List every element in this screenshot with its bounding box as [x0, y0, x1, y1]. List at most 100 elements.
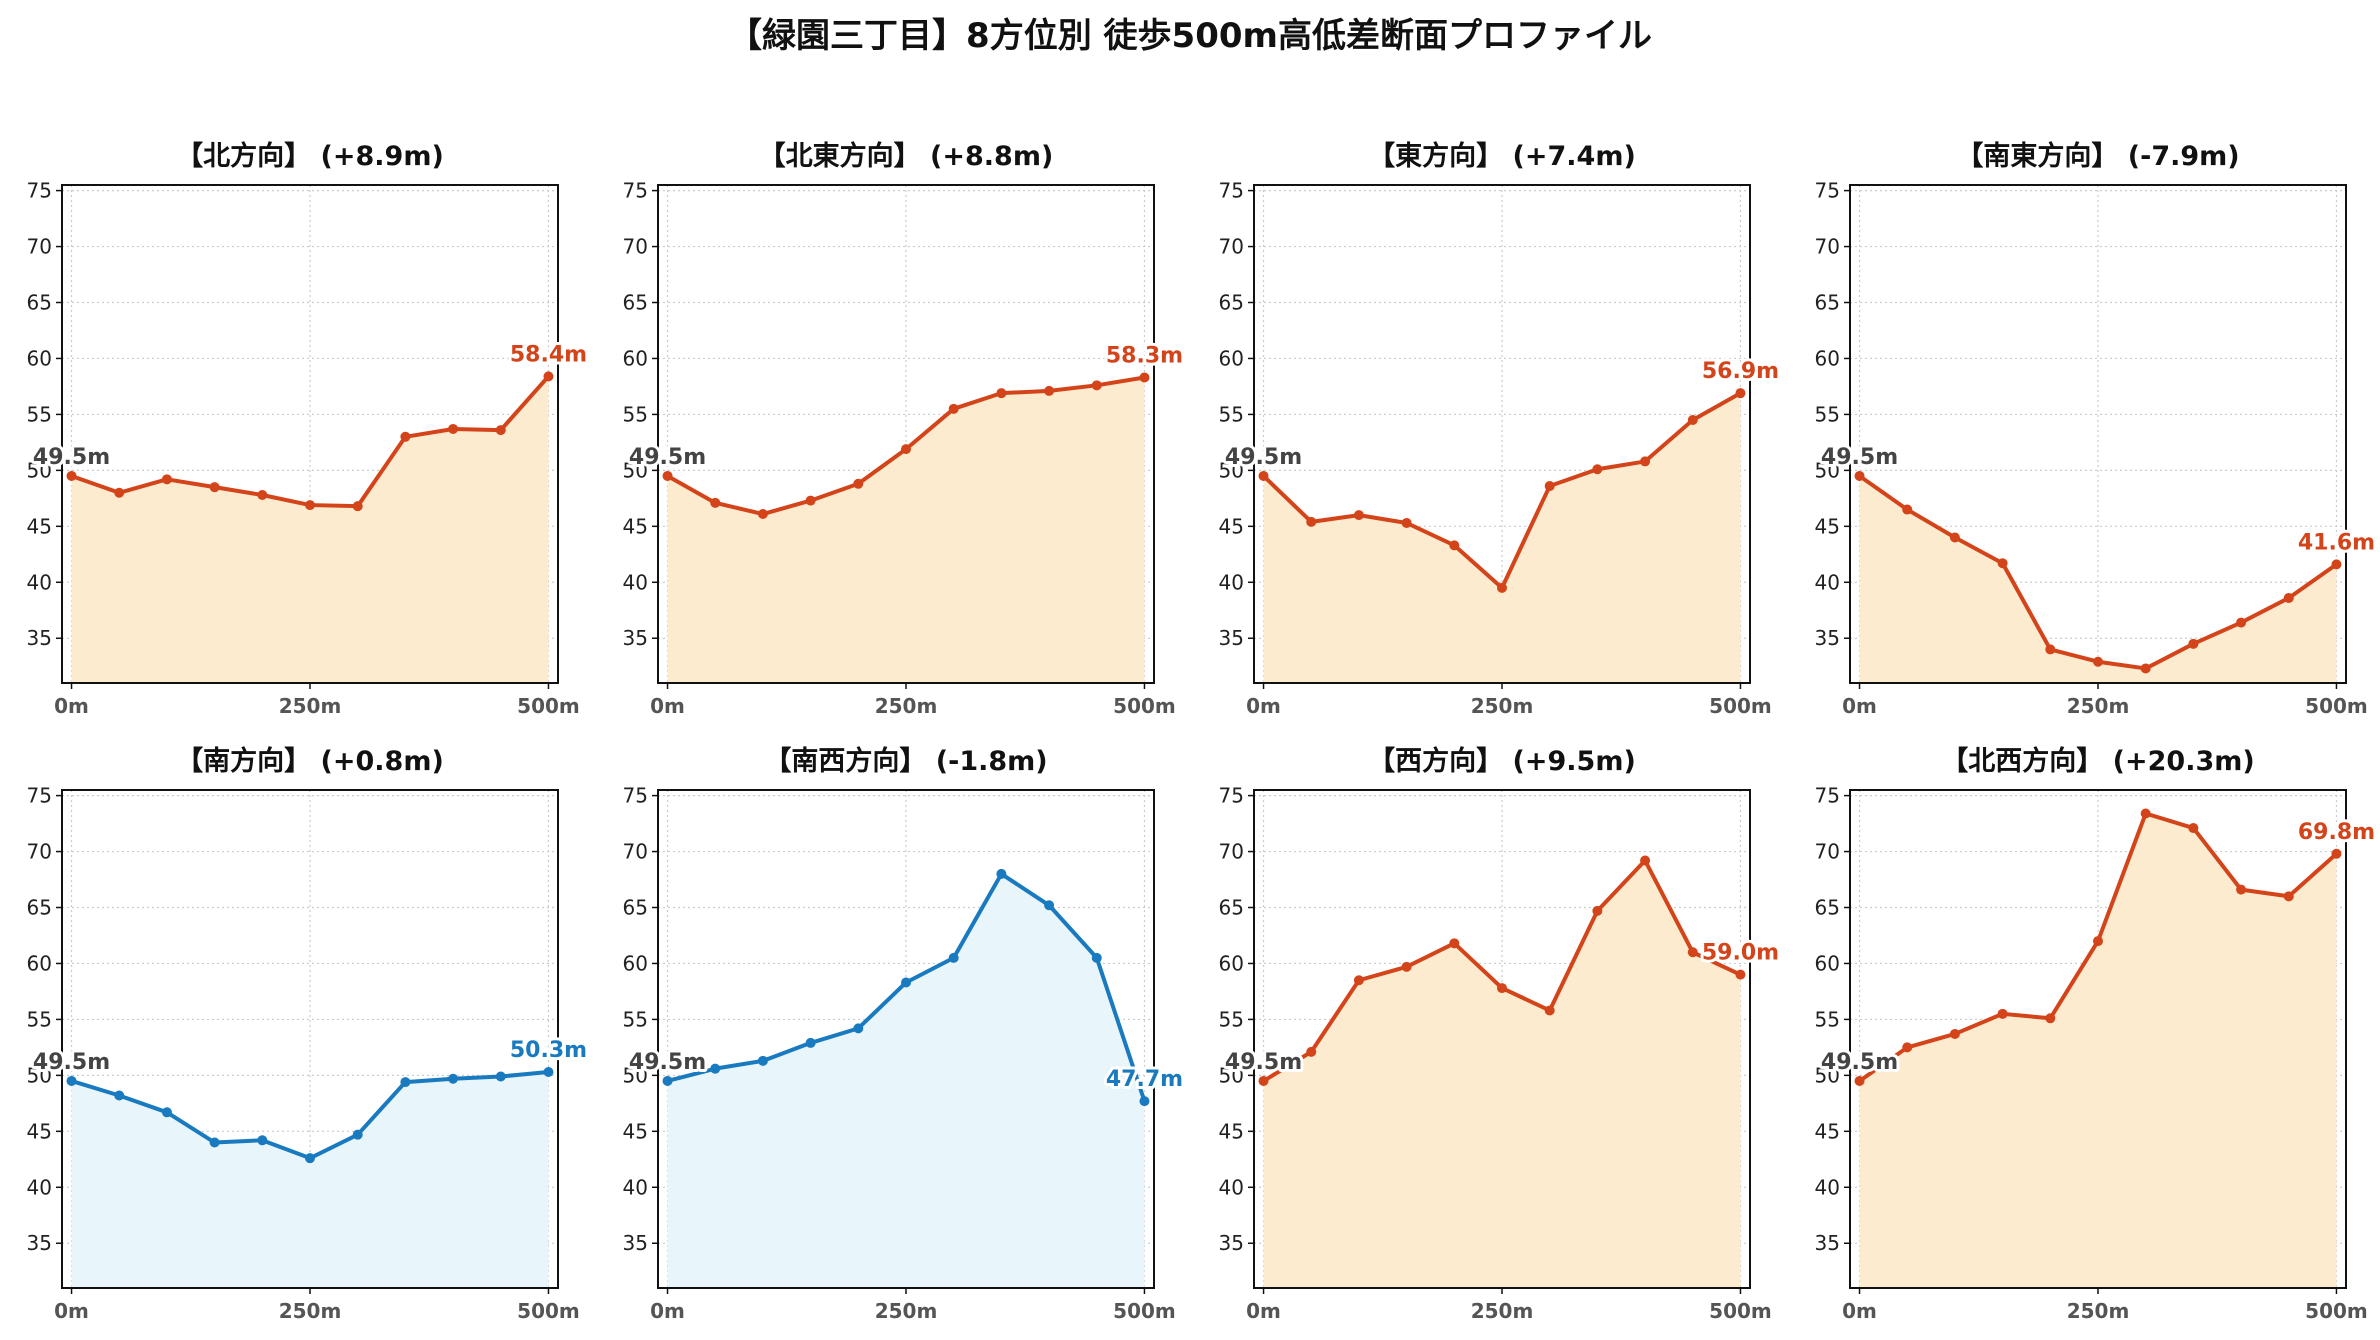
start-value-label-halo: 49.5m	[629, 445, 706, 470]
data-point	[1401, 517, 1412, 528]
y-tick-label: 60	[623, 346, 648, 370]
y-tick-label: 40	[1815, 1175, 1840, 1199]
data-point	[662, 470, 673, 481]
end-value-label: 58.3m	[1106, 343, 1183, 368]
y-tick-label: 75	[1219, 179, 1244, 203]
x-tick-label: 0m	[650, 1299, 685, 1323]
data-point	[1949, 1028, 1960, 1039]
x-tick-label: 500m	[2305, 694, 2368, 718]
y-tick-label: 40	[1219, 1175, 1244, 1199]
y-tick-label: 75	[623, 179, 648, 203]
start-value-label: 49.5m	[33, 1050, 110, 1075]
data-point	[114, 487, 125, 498]
area-fill	[667, 873, 1145, 1288]
end-value-label-halo: 56.9m	[1702, 359, 1779, 384]
y-tick-label: 40	[1815, 570, 1840, 594]
x-tick-label: 250m	[1471, 694, 1534, 718]
y-tick-label: 70	[1219, 840, 1244, 864]
x-tick-label: 0m	[54, 1299, 89, 1323]
y-tick-label: 55	[27, 402, 52, 426]
start-value-label-halo: 49.5m	[629, 1050, 706, 1075]
y-tick-label: 70	[27, 235, 52, 259]
data-point	[66, 1075, 77, 1086]
y-tick-label: 70	[623, 840, 648, 864]
data-point	[1902, 504, 1913, 515]
y-tick-label: 65	[623, 896, 648, 920]
y-tick-label: 70	[27, 840, 52, 864]
y-tick-label: 55	[1815, 1007, 1840, 1031]
start-value-label-halo: 49.5m	[1225, 1050, 1302, 1075]
data-point	[1091, 952, 1102, 963]
data-point	[448, 1073, 459, 1084]
data-point	[853, 1023, 864, 1034]
data-point	[1258, 470, 1269, 481]
y-tick-label: 35	[623, 1231, 648, 1255]
data-point	[1044, 385, 1055, 396]
end-value-label: 50.3m	[510, 1038, 587, 1063]
x-tick-label: 0m	[1842, 694, 1877, 718]
y-tick-label: 35	[27, 626, 52, 650]
y-tick-label: 55	[623, 1007, 648, 1031]
y-tick-label: 45	[27, 514, 52, 538]
y-tick-label: 35	[1815, 1231, 1840, 1255]
x-tick-label: 250m	[2067, 694, 2130, 718]
chart-panel-1: 【北東方向】 (+8.8m) 35 40 45 50 55 60 65 70 75 0m 250m 50…	[623, 140, 1187, 718]
x-tick-label: 250m	[875, 1299, 938, 1323]
y-tick-label: 45	[623, 514, 648, 538]
x-tick-label: 0m	[1842, 1299, 1877, 1323]
y-tick-label: 35	[1219, 1231, 1244, 1255]
data-point	[2331, 559, 2342, 570]
panel-title: 【西方向】 (+9.5m)	[1368, 745, 1636, 777]
y-tick-label: 70	[1815, 840, 1840, 864]
end-value-label-halo: 69.8m	[2298, 820, 2375, 845]
x-tick-label: 250m	[2067, 1299, 2130, 1323]
data-point	[1139, 372, 1150, 383]
data-point	[901, 444, 911, 455]
data-point	[400, 1077, 411, 1088]
x-tick-label: 500m	[517, 694, 580, 718]
data-point	[1306, 1046, 1317, 1057]
data-point	[1640, 456, 1651, 467]
data-point	[2045, 1013, 2056, 1024]
x-tick-label: 500m	[517, 1299, 580, 1323]
x-tick-label: 500m	[1709, 1299, 1772, 1323]
panel-title: 【北東方向】 (+8.8m)	[759, 140, 1054, 172]
data-point	[209, 482, 220, 493]
y-tick-label: 45	[1219, 1119, 1244, 1143]
data-point	[662, 1075, 673, 1086]
data-point	[2188, 638, 2199, 649]
chart-panel-6: 【西方向】 (+9.5m) 35 40 45 50 55 60 65 70 75 0m 250m 500…	[1219, 745, 1783, 1323]
data-point	[543, 371, 554, 382]
data-point	[1997, 1008, 2008, 1019]
data-point	[1091, 380, 1102, 391]
x-tick-label: 0m	[54, 694, 89, 718]
data-point	[1544, 481, 1555, 492]
y-tick-label: 50	[1219, 1063, 1244, 1087]
data-point	[1949, 532, 1960, 543]
data-point	[1544, 1005, 1555, 1016]
y-tick-label: 70	[1815, 235, 1840, 259]
x-tick-label: 500m	[1709, 694, 1772, 718]
data-point	[1306, 516, 1317, 527]
data-point	[1735, 388, 1746, 399]
data-point	[1139, 1096, 1150, 1107]
y-tick-label: 55	[1815, 402, 1840, 426]
y-tick-label: 40	[27, 1175, 52, 1199]
data-point	[161, 1107, 172, 1118]
x-tick-label: 250m	[1471, 1299, 1534, 1323]
panel-title: 【北方向】 (+8.9m)	[176, 140, 444, 172]
data-point	[495, 425, 506, 436]
panel-title: 【北西方向】 (+20.3m)	[1941, 745, 2254, 777]
data-point	[1735, 969, 1746, 980]
data-point	[257, 1135, 268, 1146]
data-point	[543, 1067, 554, 1078]
y-tick-label: 65	[1815, 896, 1840, 920]
chart-panel-7: 【北西方向】 (+20.3m) 35 40 45 50 55 60 65 70 75 0m 250m 5…	[1815, 745, 2379, 1323]
data-point	[1592, 905, 1603, 916]
data-point	[2140, 808, 2151, 819]
data-point	[495, 1071, 506, 1082]
x-tick-label: 500m	[2305, 1299, 2368, 1323]
y-tick-label: 45	[1815, 514, 1840, 538]
y-tick-label: 75	[1815, 179, 1840, 203]
data-point	[1353, 975, 1364, 986]
